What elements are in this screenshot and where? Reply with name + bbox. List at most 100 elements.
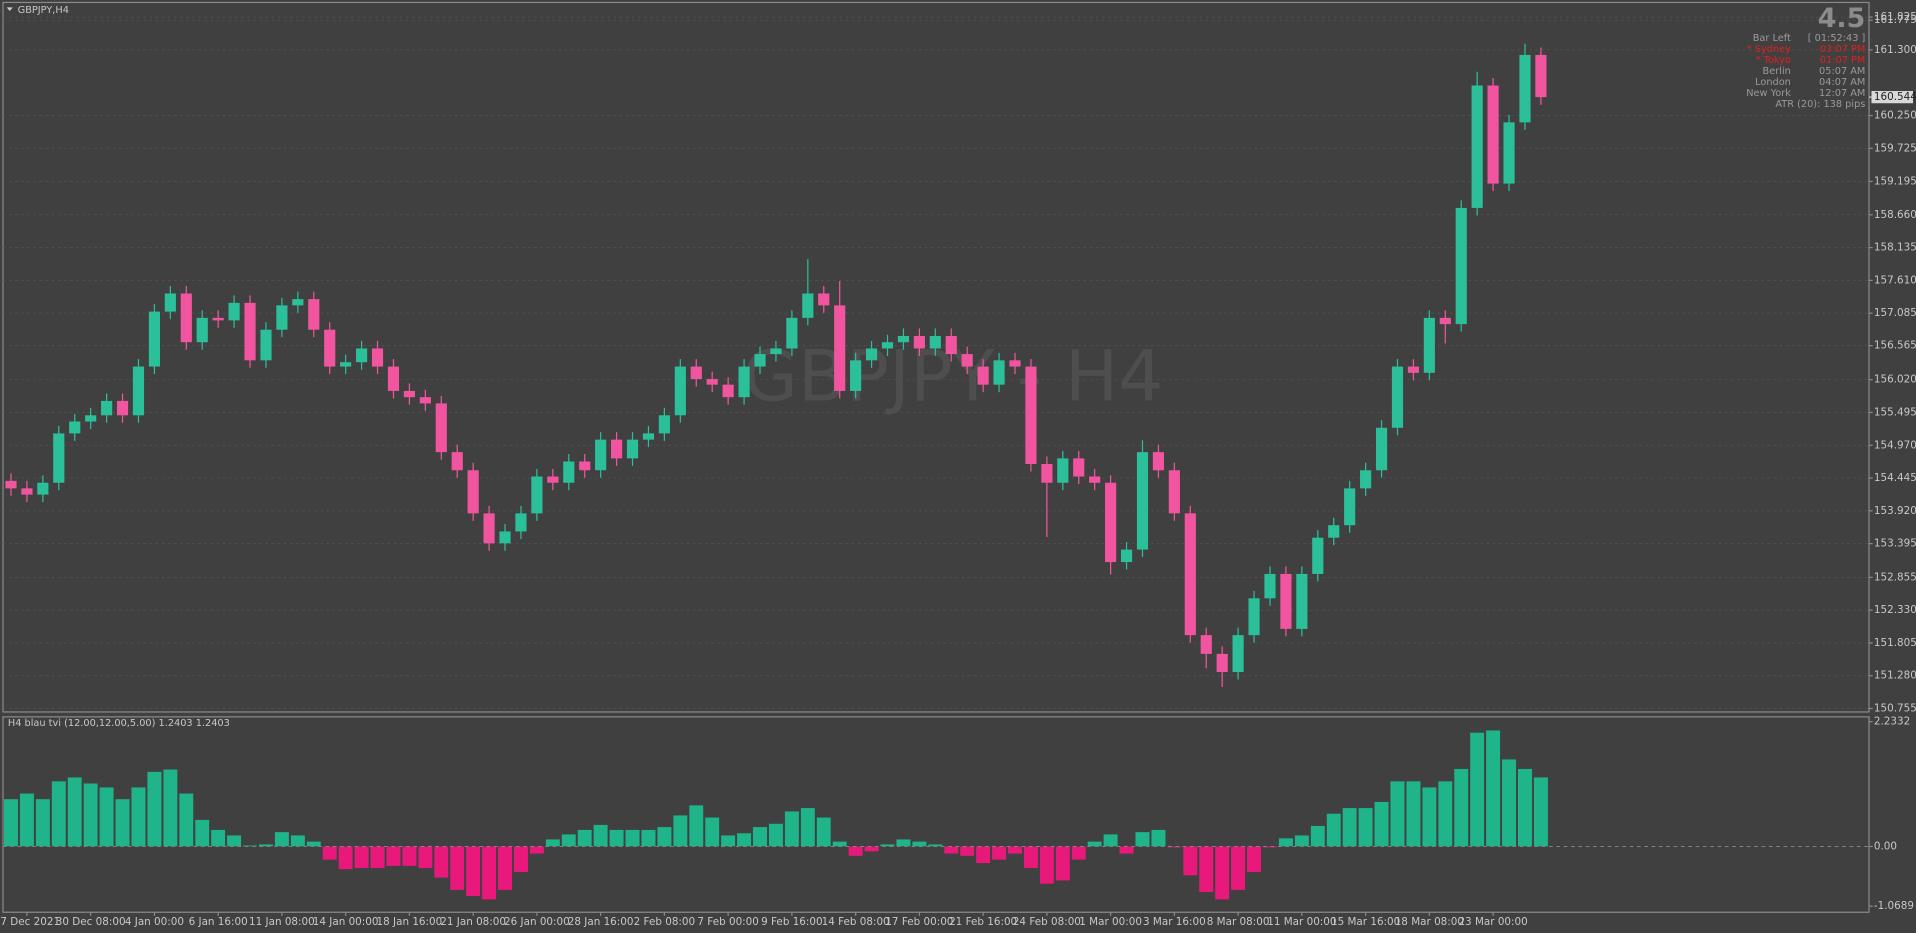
y-tick-label: 158.660 <box>1874 209 1916 221</box>
y-tick-label: 156.565 <box>1874 340 1916 352</box>
bar <box>99 787 114 847</box>
info-label: * Sydney <box>1747 44 1791 55</box>
candle-body <box>228 302 240 321</box>
bar <box>943 846 959 854</box>
candle-body <box>1407 366 1419 373</box>
bar <box>864 846 879 852</box>
bar <box>529 846 545 854</box>
info-value: [ 01:52:43 ] <box>1808 33 1866 44</box>
candle-body <box>1168 470 1180 514</box>
x-tick-label: 9 Feb 16:00 <box>761 916 822 928</box>
candle-body <box>834 305 846 391</box>
window-title: GBPJPY,H4 <box>18 5 69 16</box>
x-tick-label: 17 Feb 00:00 <box>885 916 953 928</box>
bar <box>19 793 35 847</box>
bar <box>959 846 975 857</box>
candle-body <box>1296 573 1308 629</box>
bar <box>832 841 848 847</box>
bar <box>1310 825 1326 847</box>
candle-body <box>292 299 304 306</box>
bar <box>736 832 752 847</box>
bar <box>290 835 306 847</box>
bar <box>1533 776 1549 847</box>
bar <box>1326 813 1342 847</box>
bar <box>370 846 385 869</box>
candle-body <box>435 403 447 453</box>
candle-body <box>1009 360 1021 367</box>
bar <box>1071 846 1087 861</box>
candle-body <box>1025 366 1037 465</box>
bar <box>513 846 529 873</box>
x-tick-label: 4 Jan 00:00 <box>125 916 184 928</box>
bar <box>545 839 561 847</box>
candle-body <box>1136 452 1149 550</box>
bar <box>1087 841 1103 847</box>
candle-body <box>1519 54 1531 123</box>
x-tick-label: 1 Mar 00:00 <box>1079 916 1142 928</box>
y-tick-label: 150.755 <box>1874 703 1916 715</box>
bar <box>115 798 130 847</box>
y-tick-label: 0.00 <box>1874 840 1897 852</box>
candle-body <box>69 421 81 434</box>
candle-body <box>865 348 878 361</box>
candle-body <box>1041 464 1053 483</box>
candle-body <box>754 354 766 367</box>
candle-body <box>1487 85 1499 184</box>
bar <box>306 841 322 847</box>
y-tick-label: 155.495 <box>1874 406 1916 418</box>
info-value: 01:07 PM <box>1820 55 1866 66</box>
x-tick-label: 2 Feb 08:00 <box>634 916 695 928</box>
y-tick-label: 151.280 <box>1874 670 1916 682</box>
bar <box>1485 730 1501 847</box>
bar <box>704 817 720 847</box>
info-panel: Bar Left [ 01:52:43 ] * Sydney 03:07 PM … <box>1746 33 1865 110</box>
candle-body <box>993 360 1005 385</box>
candle-body <box>977 366 989 385</box>
candle-body <box>802 293 814 318</box>
x-tick-label: 3 Mar 16:00 <box>1143 916 1206 928</box>
bar <box>625 829 640 847</box>
x-tick-label: 30 Dec 08:00 <box>56 916 126 928</box>
candle-body <box>786 317 798 349</box>
bar <box>1517 768 1533 847</box>
bar <box>1167 846 1182 848</box>
y-tick-label: 152.330 <box>1874 604 1916 616</box>
candle-body <box>308 299 320 330</box>
candle-body <box>1312 537 1324 574</box>
candle-body <box>387 366 400 391</box>
bar <box>497 846 513 891</box>
candle-body <box>1248 598 1260 636</box>
y-tick-label: 160.250 <box>1874 109 1916 121</box>
bar <box>465 846 481 897</box>
bar <box>672 815 688 847</box>
candle-body <box>148 311 160 367</box>
bar <box>1421 787 1437 847</box>
candle-body <box>1391 366 1404 428</box>
bar <box>131 787 146 847</box>
bar <box>1374 801 1389 847</box>
bar <box>609 829 624 847</box>
menu-arrow[interactable] <box>6 7 13 11</box>
bar <box>1294 835 1310 847</box>
bar <box>481 846 497 900</box>
candle-body <box>483 513 495 544</box>
candle-body <box>642 433 655 440</box>
bar <box>1135 831 1150 847</box>
bar <box>1103 833 1118 847</box>
candle-body <box>340 362 352 367</box>
bar <box>912 841 927 847</box>
candle-body <box>356 348 368 363</box>
candle-body <box>324 329 336 367</box>
candle-body <box>53 433 65 483</box>
y-tick-label: 151.805 <box>1874 637 1916 649</box>
info-label: London <box>1755 77 1791 88</box>
y-tick-label: 2.2332 <box>1874 716 1910 728</box>
y-tick-label: 156.020 <box>1874 374 1916 386</box>
bar <box>577 829 593 847</box>
bar <box>242 845 258 847</box>
candle-body <box>1264 573 1276 599</box>
bar <box>433 846 449 878</box>
y-tick-label: 159.195 <box>1874 175 1916 187</box>
